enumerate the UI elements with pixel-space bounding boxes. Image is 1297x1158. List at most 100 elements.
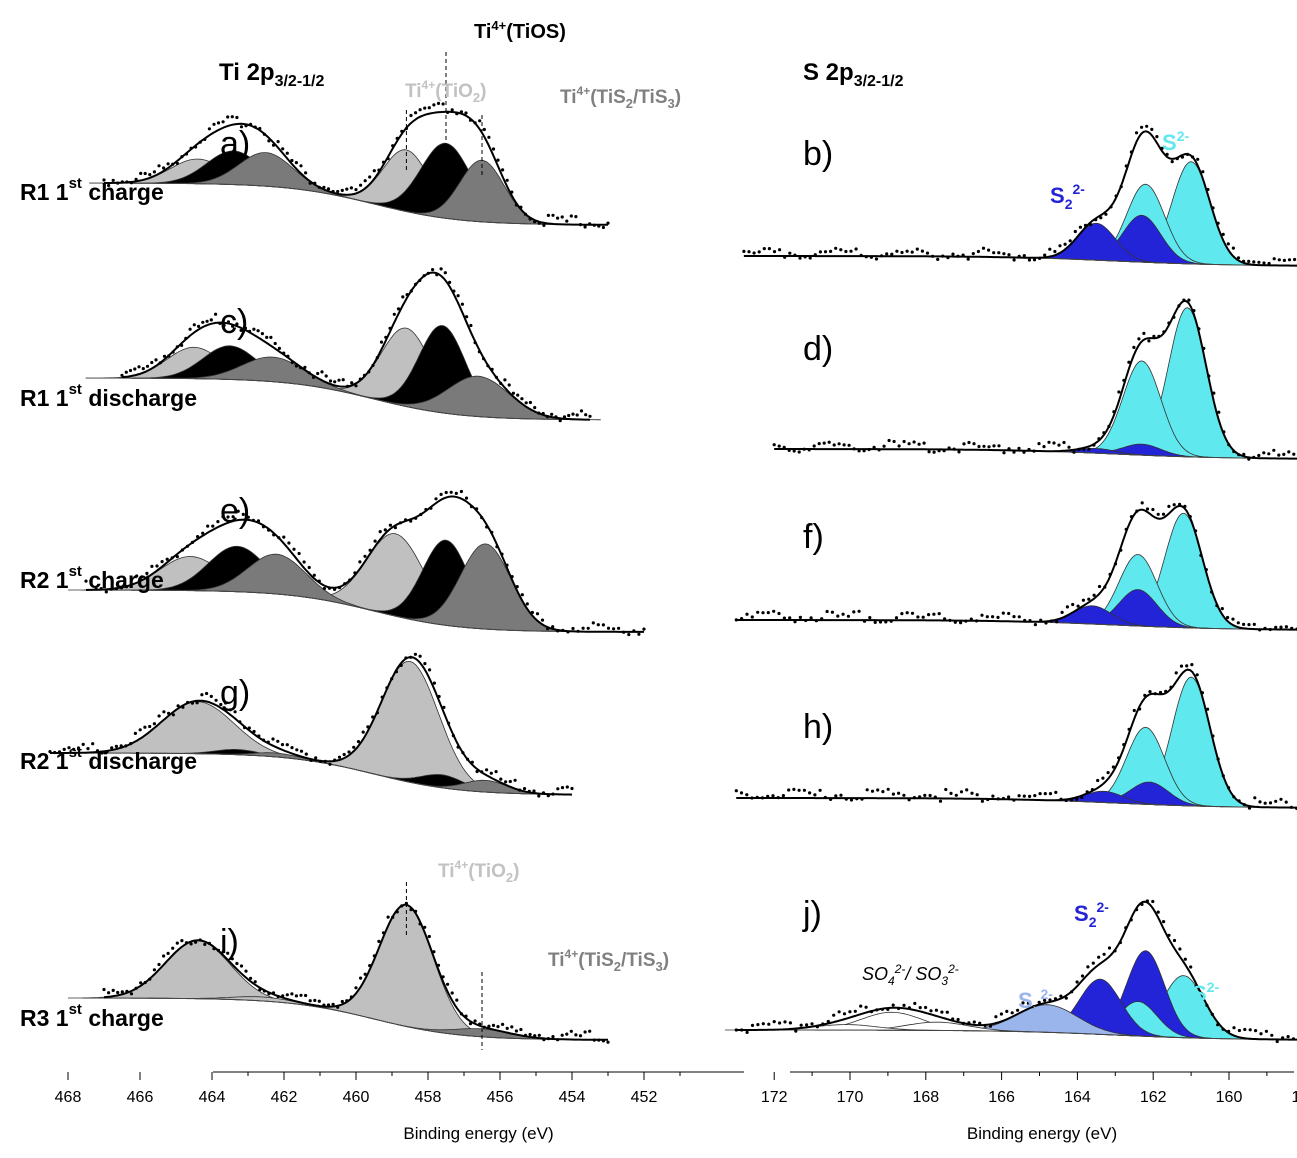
annotation-ti-tis2-tis3-i: Ti4+(TiS2/TiS3) (548, 947, 669, 974)
data-point (1264, 1029, 1268, 1033)
data-point (251, 518, 255, 522)
data-point (105, 750, 109, 754)
data-point (432, 681, 436, 685)
data-point (252, 729, 256, 734)
data-point (837, 442, 841, 446)
data-point (1021, 1001, 1025, 1005)
data-point (456, 745, 460, 749)
data-point (957, 450, 961, 454)
data-point (485, 768, 489, 772)
data-point (133, 731, 137, 736)
data-point (972, 442, 976, 446)
data-point (1175, 157, 1179, 161)
data-point (867, 447, 871, 452)
data-point (1267, 261, 1271, 266)
data-point (880, 254, 884, 258)
data-point (94, 587, 98, 591)
data-point (934, 1008, 939, 1012)
data-point (606, 1040, 610, 1044)
data-point (1124, 527, 1128, 531)
data-point (952, 447, 956, 451)
data-point (230, 957, 234, 961)
data-point (508, 779, 512, 784)
data-point (532, 789, 536, 793)
data-point (821, 1022, 825, 1026)
data-point (982, 444, 986, 448)
data-point (353, 571, 357, 575)
fit-envelope (85, 495, 644, 633)
data-point (1197, 327, 1201, 331)
data-point (1007, 795, 1011, 799)
data-point (345, 384, 350, 388)
data-point (1156, 910, 1160, 914)
data-point (309, 758, 313, 763)
data-point (162, 954, 166, 958)
data-point (239, 964, 244, 968)
tick-label: 458 (415, 1089, 442, 1106)
data-point (324, 374, 328, 378)
data-point (299, 749, 304, 753)
annotation-sulfate-j: SO42-/ SO32- (862, 962, 959, 988)
data-point (211, 524, 215, 528)
data-point (308, 999, 312, 1003)
data-point (294, 994, 298, 998)
data-point (912, 440, 916, 444)
data-point (846, 614, 851, 618)
data-point (1169, 685, 1173, 689)
data-point (160, 560, 164, 564)
data-point (853, 1009, 857, 1013)
data-point (473, 341, 477, 345)
data-point (530, 610, 535, 615)
data-point (839, 248, 843, 252)
data-point (889, 619, 893, 623)
data-point (767, 247, 772, 251)
data-point (1242, 803, 1246, 807)
data-point (1078, 225, 1082, 229)
data-point (261, 738, 266, 742)
background-line (122, 377, 590, 421)
data-point (1262, 451, 1266, 455)
data-point (1232, 795, 1236, 799)
data-point (464, 496, 469, 500)
data-point (1102, 431, 1106, 435)
data-point (280, 743, 285, 747)
data-point (1252, 260, 1256, 264)
data-point (1060, 610, 1064, 615)
data-point (959, 790, 964, 794)
data-point (409, 113, 413, 118)
data-point (1199, 991, 1204, 996)
data-point (130, 577, 134, 581)
data-point (446, 982, 450, 986)
data-point (409, 519, 413, 523)
data-point (848, 1010, 852, 1014)
data-point (1194, 529, 1198, 533)
data-point (304, 171, 308, 175)
data-point (523, 1033, 528, 1037)
data-point (1097, 437, 1101, 441)
data-point (1032, 449, 1036, 453)
data-point (760, 796, 765, 800)
data-point (1226, 242, 1230, 246)
data-point (891, 1003, 895, 1007)
annotation-ti-tio2-i: Ti4+(TiO2) (438, 858, 519, 885)
data-point (111, 988, 115, 993)
data-point (348, 578, 352, 582)
data-point (465, 315, 469, 319)
data-point (601, 623, 606, 627)
data-point (81, 742, 85, 747)
axis-title: Binding energy (eV) (967, 1124, 1117, 1143)
data-point (175, 345, 179, 349)
data-point (499, 381, 503, 385)
data-point (1119, 185, 1123, 189)
data-point (812, 444, 816, 448)
data-point (815, 1025, 820, 1029)
data-point (528, 1032, 532, 1037)
data-point (490, 367, 494, 371)
data-point (1242, 622, 1246, 627)
data-point (1185, 152, 1190, 156)
data-point (1094, 218, 1098, 222)
data-point (627, 633, 631, 637)
data-point (1290, 626, 1294, 630)
data-point (1058, 244, 1062, 248)
data-point (271, 143, 276, 147)
